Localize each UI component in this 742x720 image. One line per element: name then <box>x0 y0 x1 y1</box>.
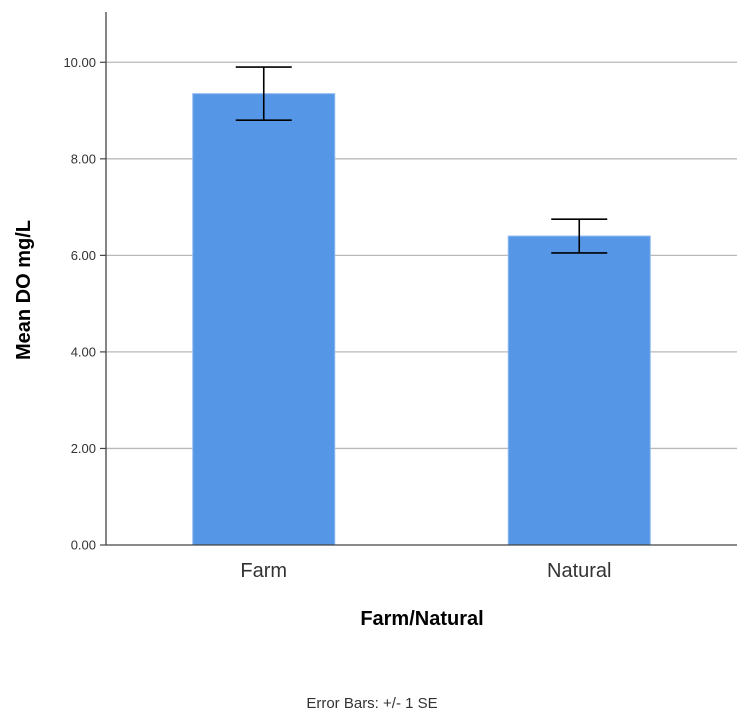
x-tick-labels: Farm Natural <box>240 560 611 582</box>
bars <box>192 93 651 546</box>
y-tick-label: 4.00 <box>71 344 96 359</box>
x-axis-title: Farm/Natural <box>360 608 483 630</box>
y-ticks: 0.00 2.00 4.00 6.00 8.00 10.00 <box>63 55 106 553</box>
y-tick-label: 8.00 <box>71 151 96 166</box>
y-tick-label: 10.00 <box>63 55 96 70</box>
axes <box>105 12 737 546</box>
y-tick-label: 6.00 <box>71 248 96 263</box>
y-tick-label: 0.00 <box>71 538 96 553</box>
y-axis-title: Mean DO mg/L <box>13 220 35 360</box>
error-bars-note: Error Bars: +/- 1 SE <box>306 695 437 712</box>
error-bar-natural <box>551 218 608 254</box>
bar-natural <box>507 235 651 546</box>
error-bars <box>235 66 608 254</box>
x-tick-label-farm: Farm <box>240 560 287 582</box>
error-bar-farm <box>235 66 292 121</box>
bar-farm <box>192 93 336 546</box>
y-tick-label: 2.00 <box>71 441 96 456</box>
x-tick-label-natural: Natural <box>547 560 611 582</box>
